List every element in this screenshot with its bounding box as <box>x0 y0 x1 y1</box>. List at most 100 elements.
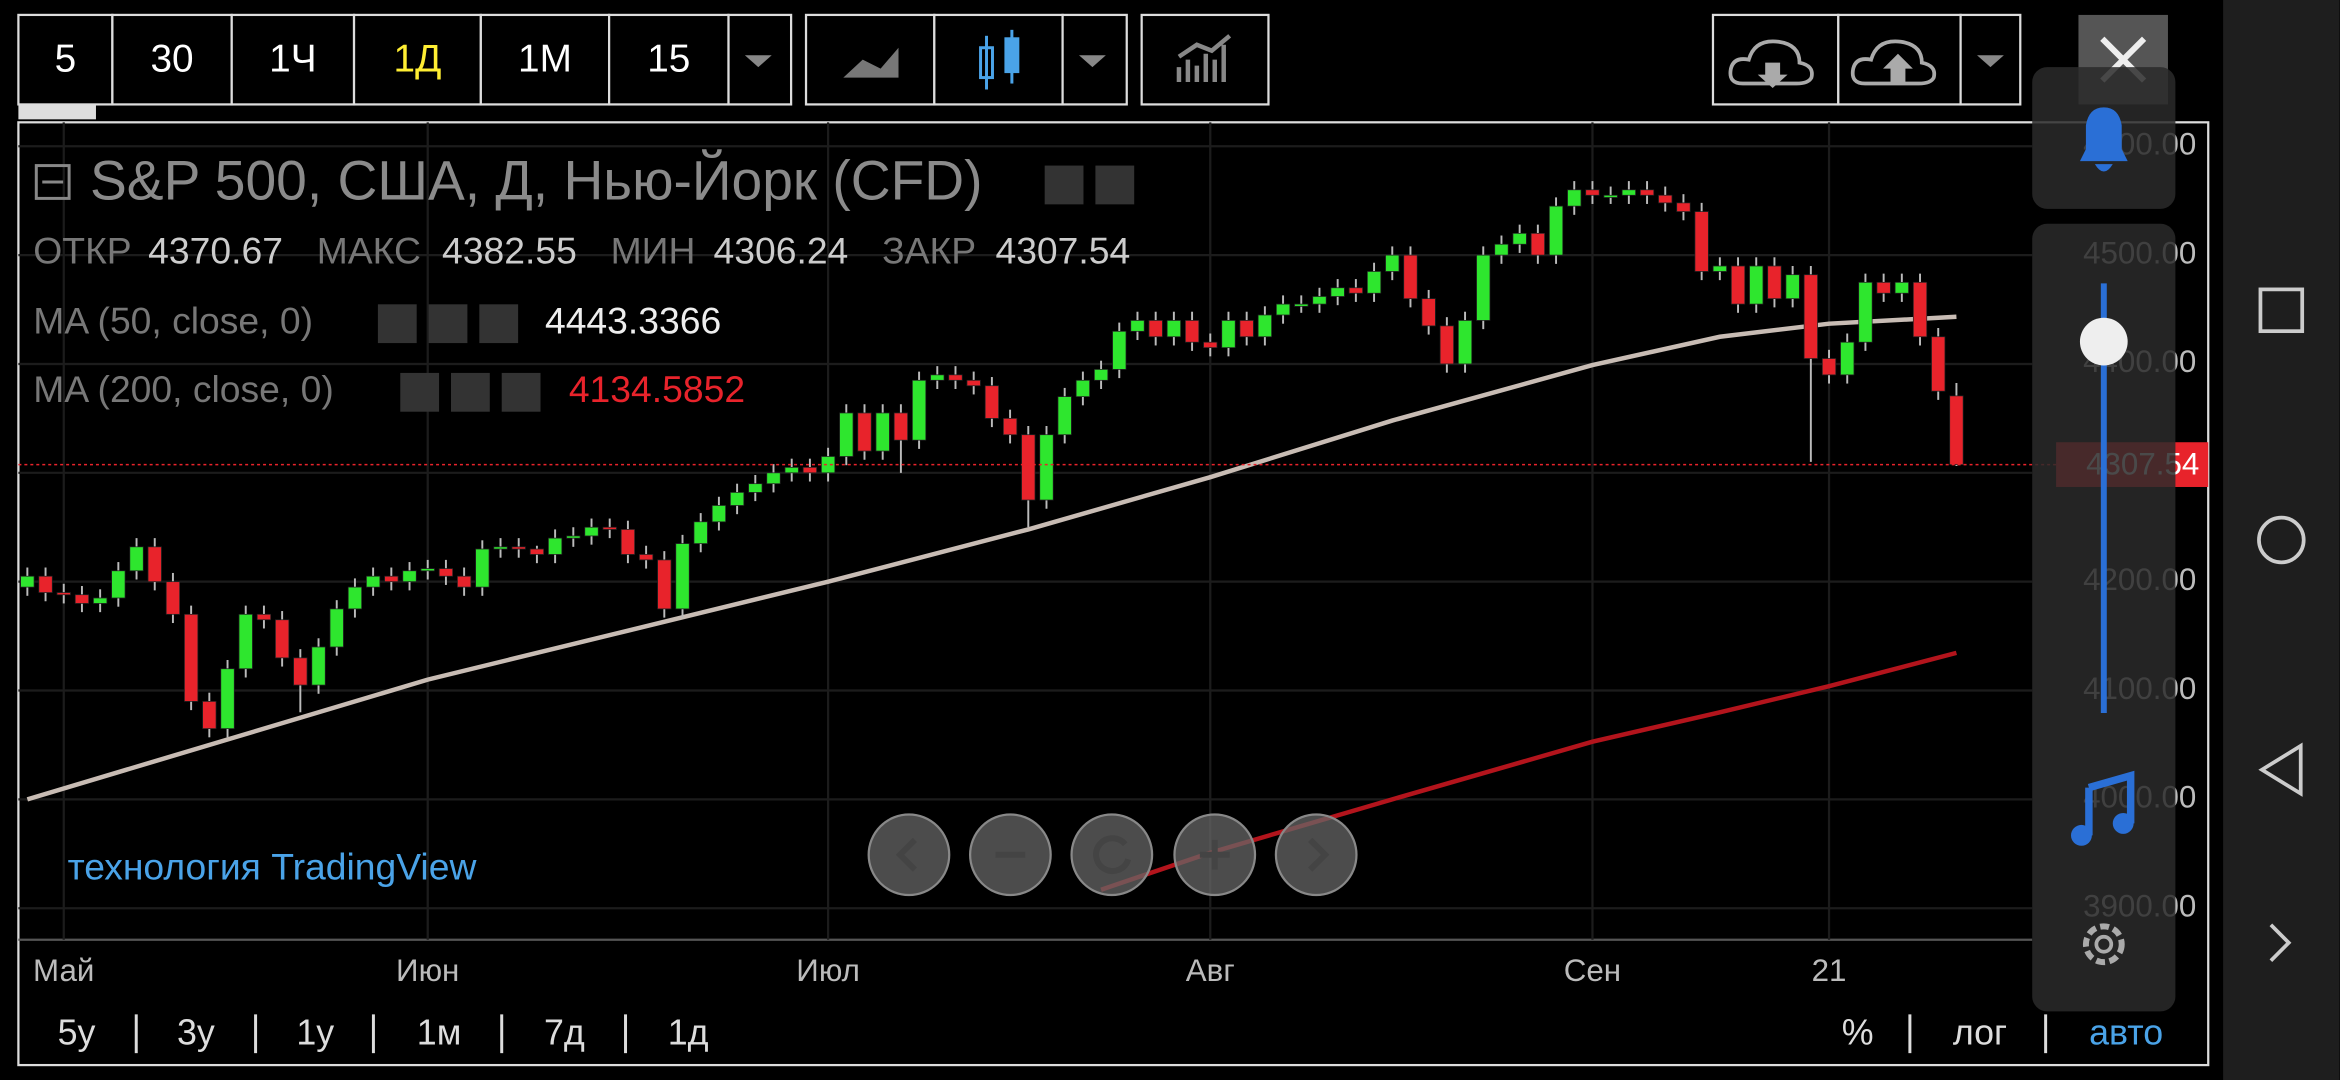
candle-body <box>966 379 981 387</box>
candle-body <box>1585 189 1600 196</box>
line-chart-button[interactable] <box>804 13 936 106</box>
candle-body <box>438 568 454 577</box>
dropdown-arrow <box>1079 55 1106 68</box>
ma200-eye[interactable] <box>400 372 440 412</box>
scroll-right[interactable] <box>1274 813 1358 897</box>
candle-body <box>1439 325 1454 365</box>
candle-body <box>1530 232 1545 256</box>
scroll-tab[interactable] <box>18 104 96 120</box>
range-option[interactable]: 1д <box>668 1013 709 1053</box>
recents-button[interactable] <box>2258 287 2305 334</box>
candle-body <box>111 570 126 599</box>
interval-button[interactable] <box>111 13 233 106</box>
interval-label: 1Ч <box>269 37 316 80</box>
candle-body <box>402 570 417 583</box>
candle-body <box>129 546 144 572</box>
candle-body <box>1166 320 1181 338</box>
candle-body <box>1257 314 1272 338</box>
candle-body <box>1639 189 1655 196</box>
settings-icon[interactable] <box>2082 923 2125 966</box>
candle-body <box>930 374 945 381</box>
x-tick-label: Авг <box>1186 953 1235 988</box>
candle-body <box>548 537 563 555</box>
candle-body <box>693 521 708 544</box>
candle-body <box>1785 274 1800 300</box>
range-option[interactable]: 5у <box>58 1013 96 1053</box>
candle-body <box>1366 271 1382 294</box>
candle-body <box>639 554 654 561</box>
arrow-up <box>1883 53 1913 84</box>
candle-body <box>256 613 272 621</box>
candle-body <box>1694 211 1709 272</box>
candle-body <box>657 559 672 610</box>
range-option[interactable]: 1у <box>296 1013 334 1053</box>
candle-body <box>147 546 162 583</box>
candle-body <box>984 385 999 419</box>
candle-body <box>1931 336 1946 392</box>
candle-body <box>675 543 690 610</box>
ma50-name: MA (50, close, 0) <box>33 300 313 342</box>
bell-icon <box>2079 107 2128 172</box>
eye-button[interactable] <box>1044 165 1084 205</box>
download-button[interactable] <box>1711 13 1840 106</box>
candle-body <box>329 608 344 648</box>
back-button[interactable] <box>2258 742 2303 797</box>
candle-body <box>620 529 635 555</box>
candle-body <box>1130 320 1145 332</box>
range-option[interactable]: 3у <box>177 1013 215 1053</box>
interval-button[interactable] <box>17 13 114 106</box>
ma50-eye[interactable] <box>377 304 417 344</box>
scale-option[interactable]: % <box>1842 1013 1874 1053</box>
range-option[interactable]: 1м <box>417 1013 462 1053</box>
candle-body <box>366 575 381 588</box>
candle-body <box>857 412 872 452</box>
candle-body <box>1603 194 1618 198</box>
low-label: МИН <box>611 229 696 271</box>
open-value: 4370.67 <box>148 229 283 271</box>
scale-option[interactable]: авто <box>2089 1013 2163 1053</box>
ma200-remove[interactable] <box>501 372 541 412</box>
scroll-left[interactable] <box>867 813 951 897</box>
candle-body <box>20 575 35 588</box>
candle-body <box>1949 395 1964 465</box>
low-value: 4306.24 <box>714 229 849 271</box>
settings-button[interactable] <box>1095 165 1135 205</box>
candle-body <box>948 374 963 381</box>
slider-knob[interactable] <box>2079 317 2128 366</box>
scale-option[interactable]: лог <box>1953 1013 2007 1053</box>
ma50-settings[interactable] <box>428 304 468 344</box>
candle-body <box>1312 296 1327 305</box>
range-option[interactable]: 7д <box>544 1013 585 1053</box>
candle-body <box>1767 265 1782 300</box>
settings-center <box>2094 934 2114 954</box>
reset[interactable] <box>1070 813 1154 897</box>
x-tick-label: Сен <box>1564 953 1621 988</box>
ma200-settings[interactable] <box>450 372 490 412</box>
candle-body <box>1912 281 1928 338</box>
indicators-icon <box>1176 34 1232 83</box>
interval-button[interactable] <box>352 13 482 106</box>
candle-body <box>821 456 836 474</box>
more-button[interactable] <box>2269 923 2292 962</box>
collapse-icon[interactable] <box>34 164 71 200</box>
interval-button[interactable] <box>607 13 730 106</box>
high-label: МАКС <box>317 229 421 271</box>
candle-body <box>511 546 526 550</box>
candle-body <box>1348 287 1363 294</box>
cloud-upload-icon <box>1850 39 1937 86</box>
home-button[interactable] <box>2257 515 2306 565</box>
music-dot <box>2070 824 2092 846</box>
candle-body <box>1294 303 1309 307</box>
candle-body <box>529 548 545 555</box>
ma50-remove[interactable] <box>479 304 519 344</box>
candle-body <box>165 581 181 615</box>
interval-label: 1Д <box>394 37 442 80</box>
candle-body <box>893 412 908 441</box>
interval-button[interactable] <box>479 13 611 106</box>
candle-body <box>766 472 781 485</box>
candle-chart-button[interactable] <box>933 13 1064 106</box>
candle-body <box>1548 205 1564 256</box>
x-tick-label: Июн <box>396 953 459 988</box>
